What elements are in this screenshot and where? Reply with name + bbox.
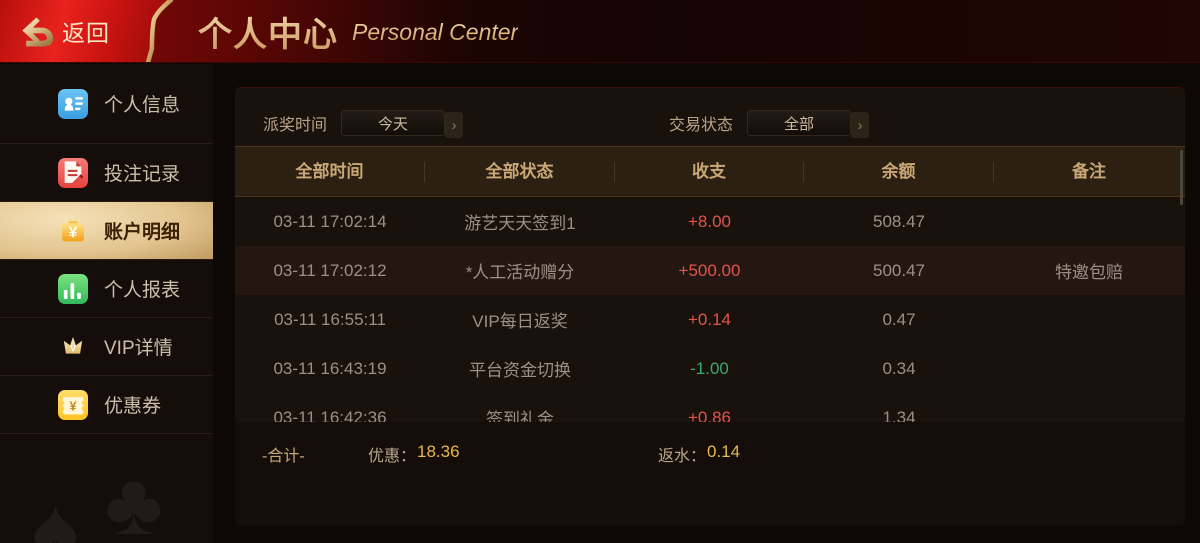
svg-text:♠: ♠: [32, 479, 79, 543]
svg-text:♣: ♣: [105, 454, 163, 543]
svg-text:¥: ¥: [69, 224, 78, 241]
svg-text:V: V: [70, 343, 76, 353]
